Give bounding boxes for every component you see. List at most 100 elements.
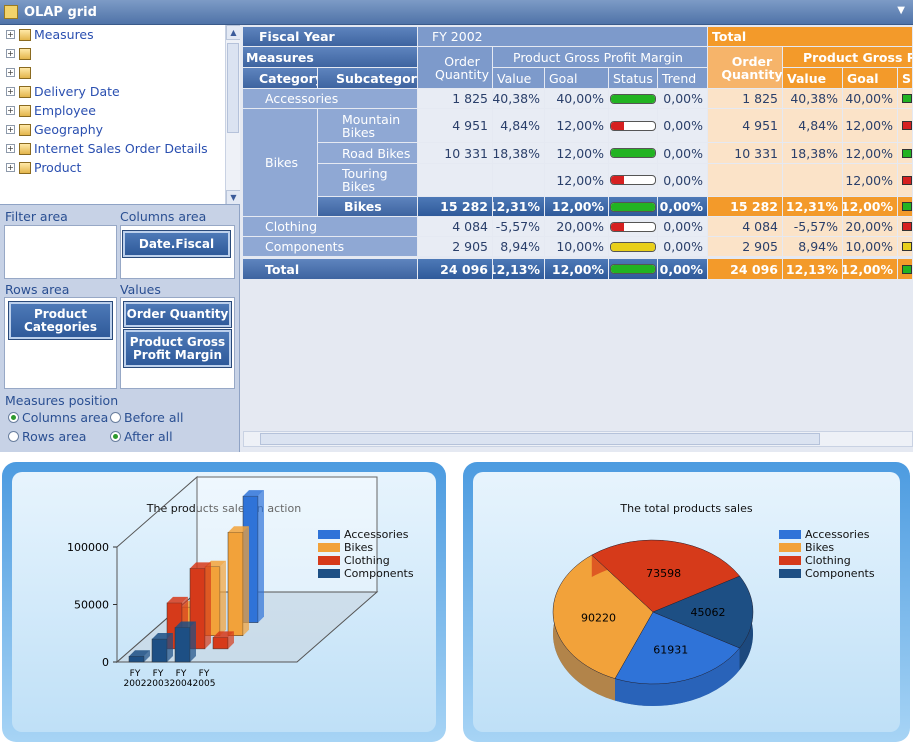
legend-label: Accessories	[805, 528, 870, 541]
cell-order-quantity: 4 084	[418, 217, 492, 236]
field-tree: + Measures + + + Delivery Date + Employee + Geogr…	[0, 25, 240, 205]
radio-rows-area[interactable]: Rows area	[8, 429, 86, 444]
tree-scrollbar[interactable]: ▲ ▼	[225, 25, 240, 204]
bar-top	[243, 490, 264, 497]
tree-node-label: Product	[34, 160, 82, 175]
cell-order-quantity: 10 331	[418, 143, 492, 163]
dimension-icon	[19, 123, 31, 136]
row-label-subtotal: Bikes	[318, 197, 417, 216]
cell-order-quantity: 4 951	[418, 109, 492, 142]
window-title: OLAP grid	[24, 4, 97, 20]
cell-trend: 0,00%	[658, 143, 707, 163]
bar-chart-panel: The products sales in action 10000050000…	[2, 462, 446, 742]
header-total-pgpm: Product Gross Pr	[783, 47, 912, 67]
expand-icon[interactable]: +	[6, 106, 15, 115]
chart-title: The total products sales	[620, 502, 753, 515]
tree-node[interactable]: + Internet Sales Order Details	[0, 139, 240, 158]
legend-item: Clothing	[779, 554, 851, 567]
bar	[212, 637, 229, 650]
radio-before-all[interactable]: Before all	[110, 410, 183, 425]
cell-value: 18,38%	[493, 143, 544, 163]
filter-area[interactable]	[4, 225, 117, 279]
cell-total-order-quantity: 1 825	[708, 89, 782, 108]
measures-position-label: Measures position	[5, 393, 119, 408]
tree-node[interactable]: +	[0, 63, 240, 82]
tree-node-label: Delivery Date	[34, 84, 120, 99]
field-date-fiscal[interactable]: Date.Fiscal	[122, 230, 231, 258]
cell-trend: 0,00%	[658, 197, 707, 216]
cell-total-status	[898, 217, 912, 236]
bar-top	[175, 621, 196, 628]
bar-top	[129, 650, 150, 657]
tree-node[interactable]: +	[0, 44, 240, 63]
header-measures: Measures	[243, 47, 417, 67]
row-label: Touring Bikes	[318, 164, 417, 196]
cell-total-goal: 12,00%	[843, 164, 897, 196]
cell-value: 12,13%	[493, 259, 544, 279]
pie-label: 45062	[691, 606, 726, 619]
bar-side	[220, 560, 226, 636]
scroll-down-icon[interactable]: ▼	[226, 190, 240, 204]
field-product-gross-profit-margin[interactable]: Product Gross Profit Margin	[123, 329, 232, 368]
expand-icon[interactable]: +	[6, 125, 15, 134]
expand-icon[interactable]: +	[6, 87, 15, 96]
status-bar	[610, 120, 656, 131]
cell-total-order-quantity: 2 905	[708, 237, 782, 256]
bar-side	[258, 490, 264, 623]
cell-trend: 0,00%	[658, 259, 707, 279]
cell-goal: 12,00%	[545, 143, 608, 163]
pie-slice	[614, 611, 741, 685]
dropdown-icon[interactable]: ▼	[897, 5, 905, 16]
cell-value: 8,94%	[493, 237, 544, 256]
cell-status	[609, 237, 657, 256]
expand-icon[interactable]: +	[6, 68, 15, 77]
bar-side	[228, 631, 234, 649]
scroll-thumb[interactable]	[260, 433, 820, 445]
tree-node[interactable]: + Delivery Date	[0, 82, 240, 101]
tree-node[interactable]: + Geography	[0, 120, 240, 139]
dimension-icon	[19, 47, 31, 60]
header-goal: Goal	[545, 68, 608, 88]
cell-goal: 20,00%	[545, 217, 608, 236]
cell-order-quantity: 24 096	[418, 259, 492, 279]
field-order-quantity[interactable]: Order Quantity	[123, 301, 232, 328]
cell-total-order-quantity: 10 331	[708, 143, 782, 163]
field-product-categories[interactable]: Product Categories	[8, 301, 113, 340]
grid-horizontal-scrollbar[interactable]	[243, 431, 913, 447]
tree-node[interactable]: + Product	[0, 158, 240, 177]
radio-columns-area[interactable]: Columns area	[8, 410, 108, 425]
y-tick-label: 0	[102, 656, 109, 669]
legend-swatch	[318, 530, 340, 539]
header-subcategory: Subcategory	[318, 68, 417, 88]
x-tick-label: FY 2004	[170, 669, 193, 689]
x-tick-label: FY 2005	[193, 669, 216, 689]
dimension-icon	[19, 66, 31, 79]
expand-icon[interactable]: +	[6, 49, 15, 58]
expand-icon[interactable]: +	[6, 144, 15, 153]
cell-order-quantity: 15 282	[418, 197, 492, 216]
expand-icon[interactable]: +	[6, 163, 15, 172]
scroll-up-icon[interactable]: ▲	[226, 25, 240, 40]
legend-label: Components	[805, 567, 875, 580]
header-total-order-quantity: Order Quantity	[708, 47, 782, 88]
cell-total-status	[898, 197, 912, 216]
header-status: Status	[609, 68, 657, 88]
radio-after-all[interactable]: After all	[110, 429, 173, 444]
cell-total-goal: 12,00%	[843, 259, 897, 279]
header-total: Total	[708, 27, 912, 46]
dimension-icon	[19, 161, 31, 174]
cell-total-status	[898, 143, 912, 163]
legend-item: Accessories	[779, 528, 869, 541]
status-bar	[610, 93, 656, 104]
scroll-thumb[interactable]	[227, 43, 239, 133]
header-fy: FY 2002	[418, 27, 707, 46]
pie-slice	[591, 539, 741, 613]
legend-item: Components	[779, 567, 875, 580]
tree-node[interactable]: + Measures	[0, 25, 240, 44]
cell-total-value: 18,38%	[783, 143, 842, 163]
expand-icon[interactable]: +	[6, 30, 15, 39]
cell-total-order-quantity: 4 951	[708, 109, 782, 142]
tree-node[interactable]: + Employee	[0, 101, 240, 120]
cell-total-value: 40,38%	[783, 89, 842, 108]
